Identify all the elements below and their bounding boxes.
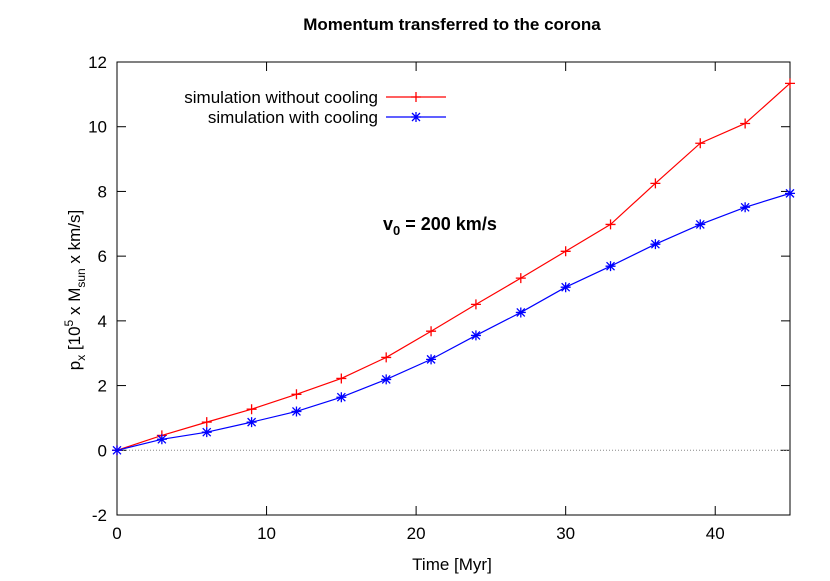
data-point (605, 261, 616, 272)
y-label-part: 5 (62, 319, 76, 326)
legend-marker (411, 112, 421, 122)
y-tick-label: 6 (98, 247, 107, 266)
data-point (246, 417, 257, 428)
data-point (650, 239, 661, 250)
annotation-part: = 200 km/s (400, 214, 497, 234)
annotation-part: 0 (393, 223, 400, 238)
data-point (201, 417, 212, 428)
y-axis-label: px [105 x Msun x km/s] (62, 210, 88, 371)
plot-frame (116, 61, 791, 516)
x-tick-label: 40 (706, 524, 725, 543)
series-line (116, 82, 791, 451)
data-point (605, 219, 616, 230)
data-point (291, 389, 302, 400)
data-point (426, 354, 437, 365)
y-label-part: x km/s] (65, 210, 84, 269)
y-tick-label: 10 (88, 118, 107, 137)
legend-label: simulation with cooling (208, 108, 378, 127)
data-point (560, 246, 571, 257)
y-tick-label: 2 (98, 377, 107, 396)
y-tick-label: 12 (88, 53, 107, 72)
data-point (785, 188, 795, 199)
y-label-part: sun (74, 268, 88, 287)
data-point (650, 178, 661, 189)
data-point (515, 273, 526, 284)
annotation-part: v (383, 214, 393, 234)
y-label-part: [10 (65, 326, 84, 354)
y-tick-label: -2 (92, 506, 107, 525)
annotation: v0 = 200 km/s (383, 214, 497, 238)
data-point (246, 404, 257, 415)
data-point (381, 374, 392, 385)
x-tick-label: 30 (556, 524, 575, 543)
data-point (336, 392, 347, 403)
x-tick-label: 10 (257, 524, 276, 543)
x-tick-label: 20 (407, 524, 426, 543)
x-tick-label: 0 (112, 524, 121, 543)
y-label-part: x (74, 355, 88, 361)
data-point (381, 352, 392, 363)
data-point (785, 78, 795, 89)
data-point (695, 138, 706, 149)
data-point (426, 326, 437, 337)
data-point (336, 373, 347, 384)
legend-marker (411, 92, 421, 102)
data-point (515, 307, 526, 318)
data-point (740, 118, 751, 129)
data-point (156, 434, 167, 445)
x-axis-label: Time [Myr] (412, 555, 492, 574)
y-label-part: x M (65, 288, 84, 320)
data-point (112, 445, 122, 456)
data-point (560, 282, 571, 293)
data-point (470, 299, 481, 310)
data-point (201, 427, 212, 438)
data-point (470, 330, 481, 341)
y-tick-label: 8 (98, 182, 107, 201)
y-tick-label: 0 (98, 441, 107, 460)
chart-title: Momentum transferred to the corona (303, 15, 601, 34)
data-point (291, 406, 302, 417)
legend-label: simulation without cooling (184, 88, 378, 107)
series-line (116, 192, 791, 451)
data-point (740, 202, 751, 213)
data-point (695, 219, 706, 230)
y-tick-label: 4 (98, 312, 107, 331)
y-label-part: p (65, 361, 84, 370)
